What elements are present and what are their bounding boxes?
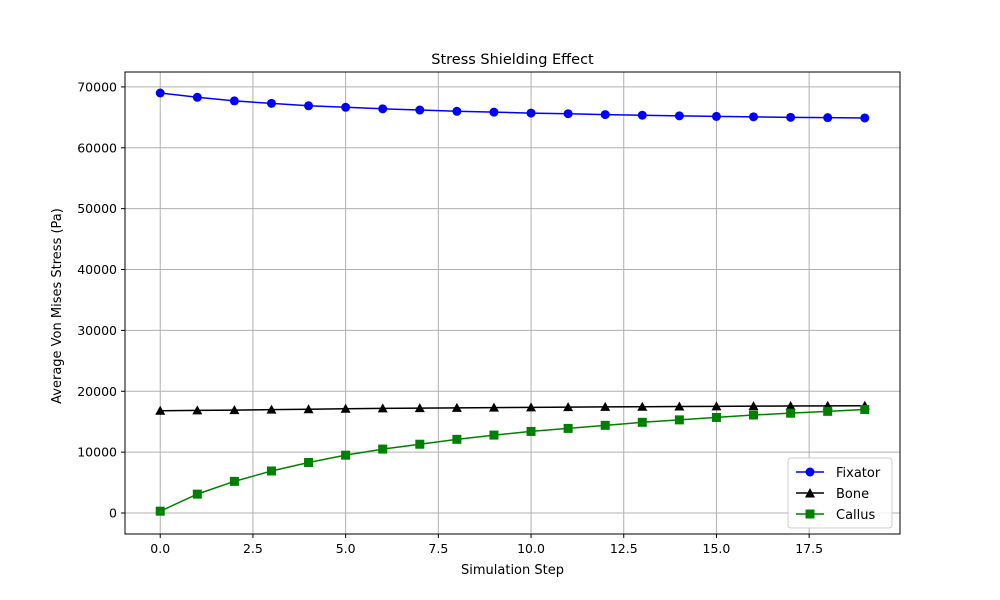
data-point-callus bbox=[823, 406, 833, 416]
data-point-callus bbox=[526, 426, 536, 436]
data-point-bone bbox=[414, 403, 425, 413]
plot-frame bbox=[124, 71, 901, 535]
data-point-fixator bbox=[192, 92, 202, 102]
legend-label-callus: Callus bbox=[836, 508, 876, 523]
data-point-bone bbox=[674, 401, 685, 411]
data-point-fixator bbox=[711, 111, 721, 121]
y-tick-label: 10000 bbox=[77, 445, 117, 460]
x-tick-label: 17.5 bbox=[795, 541, 823, 556]
data-point-bone bbox=[488, 402, 499, 412]
y-tick-label: 60000 bbox=[77, 140, 117, 155]
data-point-fixator bbox=[526, 108, 536, 118]
data-point-fixator bbox=[229, 96, 239, 106]
series-line-bone bbox=[160, 405, 865, 412]
data-point-bone bbox=[785, 401, 796, 411]
data-point-bone bbox=[451, 402, 462, 412]
data-point-bone bbox=[155, 405, 166, 415]
data-point-bone bbox=[340, 403, 351, 413]
y-tick-label: 70000 bbox=[77, 79, 117, 94]
data-point-fixator bbox=[415, 105, 425, 115]
data-point-fixator bbox=[266, 98, 276, 108]
axis-ticks: 0.0 2.5 5.0 7.5 10.0 12.5 15.0 17.5 0 10000 20000 3… bbox=[77, 79, 823, 556]
data-point-callus bbox=[674, 415, 684, 425]
data-point-bone bbox=[377, 403, 388, 413]
x-axis-label: Simulation Step bbox=[461, 563, 564, 578]
legend-marker-callus bbox=[805, 509, 815, 519]
legend-label-bone: Bone bbox=[836, 487, 869, 502]
data-point-bone bbox=[637, 401, 648, 411]
data-point-bone bbox=[600, 401, 611, 411]
data-point-fixator bbox=[823, 113, 833, 123]
data-point-fixator bbox=[489, 107, 499, 117]
x-tick-label: 0.0 bbox=[150, 541, 170, 556]
data-point-callus bbox=[452, 434, 462, 444]
data-point-callus bbox=[341, 450, 351, 460]
x-tick-label: 15.0 bbox=[703, 541, 731, 556]
data-point-fixator bbox=[674, 111, 684, 121]
data-point-fixator bbox=[786, 112, 796, 122]
data-point-bone bbox=[526, 402, 537, 412]
data-point-callus bbox=[192, 489, 202, 499]
y-tick-label: 50000 bbox=[77, 201, 117, 216]
data-point-callus bbox=[786, 408, 796, 418]
data-point-callus bbox=[415, 439, 425, 449]
data-point-fixator bbox=[600, 110, 610, 120]
series-line-fixator bbox=[160, 92, 865, 119]
data-point-callus bbox=[637, 417, 647, 427]
data-point-fixator bbox=[860, 113, 870, 123]
x-tick-label: 12.5 bbox=[610, 541, 638, 556]
x-tick-label: 10.0 bbox=[517, 541, 545, 556]
series-layer bbox=[155, 88, 870, 516]
data-point-fixator bbox=[341, 102, 351, 112]
data-point-bone bbox=[229, 405, 240, 415]
data-point-bone bbox=[748, 401, 759, 411]
data-point-callus bbox=[155, 506, 165, 516]
data-point-callus bbox=[266, 466, 276, 476]
legend-label-fixator: Fixator bbox=[836, 466, 881, 481]
x-tick-label: 2.5 bbox=[243, 541, 263, 556]
series-fixator bbox=[155, 88, 870, 123]
data-point-callus bbox=[304, 457, 314, 467]
y-tick-label: 20000 bbox=[77, 384, 117, 399]
chart-title: Stress Shielding Effect bbox=[431, 52, 594, 68]
data-point-fixator bbox=[304, 101, 314, 111]
data-point-fixator bbox=[563, 109, 573, 119]
grid bbox=[125, 72, 900, 534]
y-tick-label: 0 bbox=[109, 506, 117, 521]
data-point-callus bbox=[563, 423, 573, 433]
data-point-callus bbox=[711, 412, 721, 422]
data-point-callus bbox=[749, 410, 759, 420]
data-point-callus bbox=[600, 420, 610, 430]
x-tick-label: 7.5 bbox=[428, 541, 448, 556]
y-axis-label: Average Von Mises Stress (Pa) bbox=[50, 208, 65, 404]
data-point-bone bbox=[563, 402, 574, 412]
data-point-bone bbox=[711, 401, 722, 411]
data-point-fixator bbox=[749, 112, 759, 122]
legend-marker-bone bbox=[805, 488, 815, 498]
series-line-callus bbox=[159, 408, 865, 512]
y-tick-label: 40000 bbox=[77, 262, 117, 277]
x-tick-label: 5.0 bbox=[336, 541, 356, 556]
y-tick-label: 30000 bbox=[77, 323, 117, 338]
data-point-fixator bbox=[452, 106, 462, 116]
data-point-fixator bbox=[155, 88, 165, 98]
legend-marker-fixator bbox=[805, 467, 815, 477]
data-point-callus bbox=[489, 430, 499, 440]
data-point-bone bbox=[192, 405, 203, 415]
data-point-fixator bbox=[378, 104, 388, 114]
data-point-bone bbox=[266, 404, 277, 414]
legend: Fixator Bone Callus bbox=[787, 457, 893, 529]
series-callus bbox=[155, 405, 870, 516]
plot-background bbox=[125, 72, 900, 534]
data-point-callus bbox=[378, 444, 388, 454]
data-point-fixator bbox=[637, 110, 647, 120]
data-point-bone bbox=[303, 404, 314, 414]
data-point-callus bbox=[229, 476, 239, 486]
data-point-callus bbox=[860, 405, 870, 415]
